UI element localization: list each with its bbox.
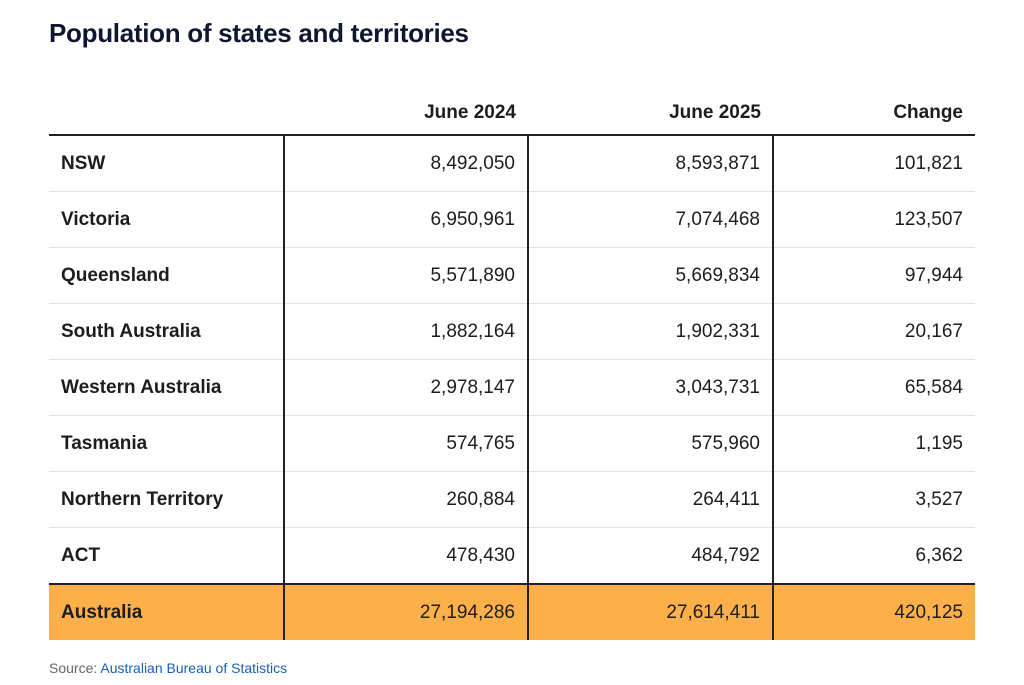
column-header-june-2024: June 2024 xyxy=(284,70,528,136)
cell-june-2025: 264,411 xyxy=(527,471,773,528)
cell-june-2024: 2,978,147 xyxy=(283,359,528,416)
cell-change: 97,944 xyxy=(772,247,975,304)
cell-region: Queensland xyxy=(49,247,284,304)
source-label: Source: xyxy=(49,660,98,676)
cell-region: Australia xyxy=(49,583,284,640)
cell-june-2025: 7,074,468 xyxy=(527,191,773,248)
cell-june-2025: 5,669,834 xyxy=(527,247,773,304)
source-link[interactable]: Australian Bureau of Statistics xyxy=(100,660,288,676)
cell-june-2025: 575,960 xyxy=(527,415,773,472)
column-header-change: Change xyxy=(773,70,975,136)
population-table: June 2024 June 2025 Change NSW 8,492,050 8… xyxy=(49,70,975,640)
cell-change: 20,167 xyxy=(772,303,975,360)
column-header-june-2025: June 2025 xyxy=(528,70,773,136)
cell-june-2024: 8,492,050 xyxy=(283,135,528,192)
cell-region: Northern Territory xyxy=(49,471,284,528)
table-row: NSW 8,492,050 8,593,871 101,821 xyxy=(49,135,975,192)
cell-region: NSW xyxy=(49,135,284,192)
cell-june-2025: 1,902,331 xyxy=(527,303,773,360)
cell-june-2024: 574,765 xyxy=(283,415,528,472)
cell-region: ACT xyxy=(49,527,284,585)
cell-june-2024: 478,430 xyxy=(283,527,528,585)
cell-change: 3,527 xyxy=(772,471,975,528)
chart-title: Population of states and territories xyxy=(49,18,469,48)
table-row: South Australia 1,882,164 1,902,331 20,167 xyxy=(49,303,975,360)
cell-change: 1,195 xyxy=(772,415,975,472)
table-row: Western Australia 2,978,147 3,043,731 65,58… xyxy=(49,359,975,416)
source-note: Source: Australian Bureau of Statistics xyxy=(49,660,287,676)
cell-june-2024: 6,950,961 xyxy=(283,191,528,248)
cell-region: Victoria xyxy=(49,191,284,248)
table-row: Queensland 5,571,890 5,669,834 97,944 xyxy=(49,247,975,304)
cell-june-2024: 27,194,286 xyxy=(283,583,528,640)
cell-change: 101,821 xyxy=(772,135,975,192)
cell-change: 123,507 xyxy=(772,191,975,248)
cell-change: 420,125 xyxy=(772,583,975,640)
cell-june-2024: 260,884 xyxy=(283,471,528,528)
column-header-region xyxy=(49,70,284,136)
cell-june-2025: 27,614,411 xyxy=(527,583,773,640)
table-row: Victoria 6,950,961 7,074,468 123,507 xyxy=(49,191,975,248)
table-row: Tasmania 574,765 575,960 1,195 xyxy=(49,415,975,472)
cell-change: 6,362 xyxy=(772,527,975,585)
cell-june-2025: 8,593,871 xyxy=(527,135,773,192)
cell-june-2024: 5,571,890 xyxy=(283,247,528,304)
cell-june-2025: 3,043,731 xyxy=(527,359,773,416)
cell-region: South Australia xyxy=(49,303,284,360)
cell-region: Western Australia xyxy=(49,359,284,416)
cell-june-2025: 484,792 xyxy=(527,527,773,585)
total-row: Australia 27,194,286 27,614,411 420,125 xyxy=(49,583,975,640)
cell-june-2024: 1,882,164 xyxy=(283,303,528,360)
header-row: June 2024 June 2025 Change xyxy=(49,70,975,136)
table-row: Northern Territory 260,884 264,411 3,527 xyxy=(49,471,975,528)
cell-change: 65,584 xyxy=(772,359,975,416)
cell-region: Tasmania xyxy=(49,415,284,472)
table-body: NSW 8,492,050 8,593,871 101,821 Victoria 6,95… xyxy=(49,135,975,640)
table-row: ACT 478,430 484,792 6,362 xyxy=(49,527,975,585)
